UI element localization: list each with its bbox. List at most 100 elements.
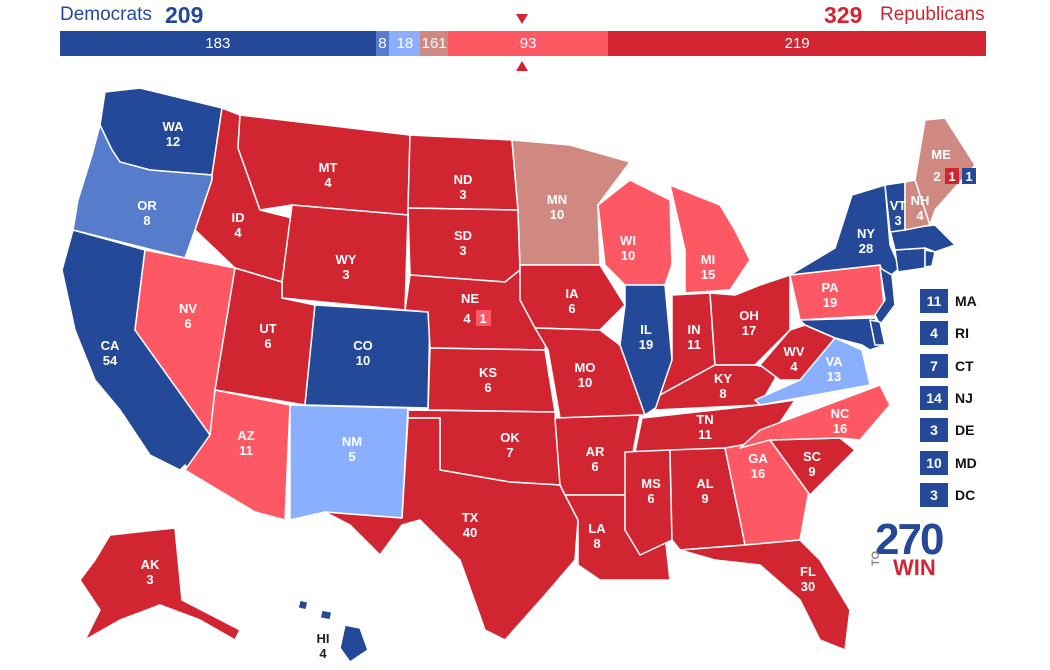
state-ev-AZ: 11 (239, 443, 253, 458)
state-ev-AK: 3 (146, 572, 153, 587)
state-label-ND: ND (454, 172, 473, 187)
small-state-ev-DE[interactable]: 3 (920, 418, 948, 443)
state-label-VT: VT (890, 198, 907, 213)
state-MS[interactable] (624, 449, 673, 556)
state-label-OK: OK (500, 430, 520, 445)
bar-segment: 219 (608, 31, 986, 56)
ne-district-box (476, 310, 491, 326)
state-label-WI: WI (620, 233, 636, 248)
state-label-IN: IN (688, 322, 701, 337)
state-ev-TN: 11 (698, 427, 712, 442)
state-ev-WI: 10 (621, 248, 635, 263)
state-WY[interactable] (281, 204, 409, 311)
small-state-name-MA: MA (955, 293, 977, 309)
state-label-ID: ID (232, 210, 245, 225)
state-ev-VT: 3 (894, 213, 901, 228)
state-ev-SC: 9 (808, 464, 815, 479)
state-ev-MN: 10 (550, 207, 564, 222)
small-state-ev-NJ[interactable]: 14 (920, 385, 948, 410)
state-label-MO: MO (575, 360, 596, 375)
state-label-SC: SC (803, 449, 822, 464)
state-label-AR: AR (586, 444, 605, 459)
state-ev-NH: 4 (916, 208, 924, 223)
state-ev-ME: 2 (933, 169, 940, 184)
state-ev-IL: 19 (639, 337, 653, 352)
small-state-ev-MD[interactable]: 10 (920, 450, 948, 475)
state-RI[interactable] (924, 249, 936, 268)
ne-district-label: 1 (479, 311, 486, 326)
state-ev-SD: 3 (459, 243, 466, 258)
state-NC[interactable] (739, 384, 891, 449)
state-label-PA: PA (821, 280, 839, 295)
state-label-AK: AK (141, 557, 160, 572)
state-FL[interactable] (679, 539, 851, 651)
republicans-label: Republicans (880, 4, 985, 25)
state-label-TN: TN (696, 412, 713, 427)
state-HI[interactable] (297, 599, 369, 663)
state-IL[interactable] (619, 284, 673, 416)
state-label-KS: KS (479, 365, 497, 380)
state-label-NC: NC (831, 406, 850, 421)
state-label-AL: AL (696, 476, 713, 491)
state-label-AZ: AZ (237, 428, 254, 443)
state-label-WA: WA (163, 119, 185, 134)
state-label-NE: NE (461, 291, 479, 306)
state-label-UT: UT (259, 321, 276, 336)
state-ev-IA: 6 (568, 301, 575, 316)
state-ev-OH: 17 (742, 323, 756, 338)
state-AK[interactable] (79, 527, 241, 641)
state-ev-VA: 13 (827, 369, 841, 384)
small-state-name-DC: DC (955, 486, 976, 503)
state-label-WY: WY (336, 252, 357, 267)
state-MN[interactable] (511, 139, 631, 266)
state-ev-NM: 5 (348, 449, 355, 464)
state-ev-NY: 28 (859, 241, 873, 256)
bar-segment: 8 (375, 31, 390, 56)
state-label-FL: FL (800, 564, 816, 579)
me-district-box-rep (945, 168, 959, 184)
state-ev-HI: 4 (319, 646, 327, 661)
state-ev-FL: 30 (801, 579, 815, 594)
small-state-ev-RI[interactable]: 4 (920, 321, 948, 346)
state-label-OH: OH (739, 308, 759, 323)
state-label-HI: HI (317, 631, 330, 646)
state-CT[interactable] (894, 247, 926, 273)
state-label-TX: TX (462, 510, 479, 525)
state-label-NY: NY (857, 226, 875, 241)
logo-number: 270 (875, 515, 944, 564)
me-district-box-dem (962, 168, 976, 184)
state-ev-WV: 4 (790, 359, 798, 374)
state-WI[interactable] (597, 179, 673, 286)
small-state-ev-MA[interactable]: 11 (920, 289, 948, 313)
state-MI[interactable] (669, 184, 751, 294)
majority-marker-top-icon (516, 14, 528, 24)
bar-segment: 183 (60, 31, 376, 56)
state-label-MS: MS (641, 476, 661, 491)
state-ev-NV: 6 (184, 316, 191, 331)
small-state-ev-DC[interactable]: 3 (920, 482, 948, 507)
small-state-ev-CT[interactable]: 7 (920, 353, 948, 378)
state-MA[interactable] (889, 224, 956, 253)
state-ev-KY: 8 (719, 386, 726, 401)
state-DE[interactable] (869, 319, 886, 346)
state-label-WV: WV (784, 344, 805, 359)
state-label-NV: NV (179, 301, 197, 316)
state-NY[interactable] (789, 184, 901, 281)
small-state-name-NJ: NJ (955, 389, 973, 406)
state-label-NH: NH (911, 193, 930, 208)
state-ev-MI: 15 (701, 267, 715, 282)
small-state-name-DE: DE (955, 422, 975, 439)
state-label-KY: KY (714, 371, 732, 386)
state-label-CA: CA (101, 338, 120, 353)
state-TX[interactable] (324, 417, 579, 641)
me-district-label-rep: 1 (948, 169, 955, 184)
democrats-total: 209 (165, 2, 204, 28)
state-label-IA: IA (566, 286, 580, 301)
state-ev-UT: 6 (264, 336, 271, 351)
state-label-GA: GA (748, 451, 768, 466)
state-ev-MT: 4 (324, 175, 332, 190)
state-label-LA: LA (588, 521, 606, 536)
state-ev-AL: 9 (701, 491, 708, 506)
bar-segment: 93 (447, 31, 609, 56)
